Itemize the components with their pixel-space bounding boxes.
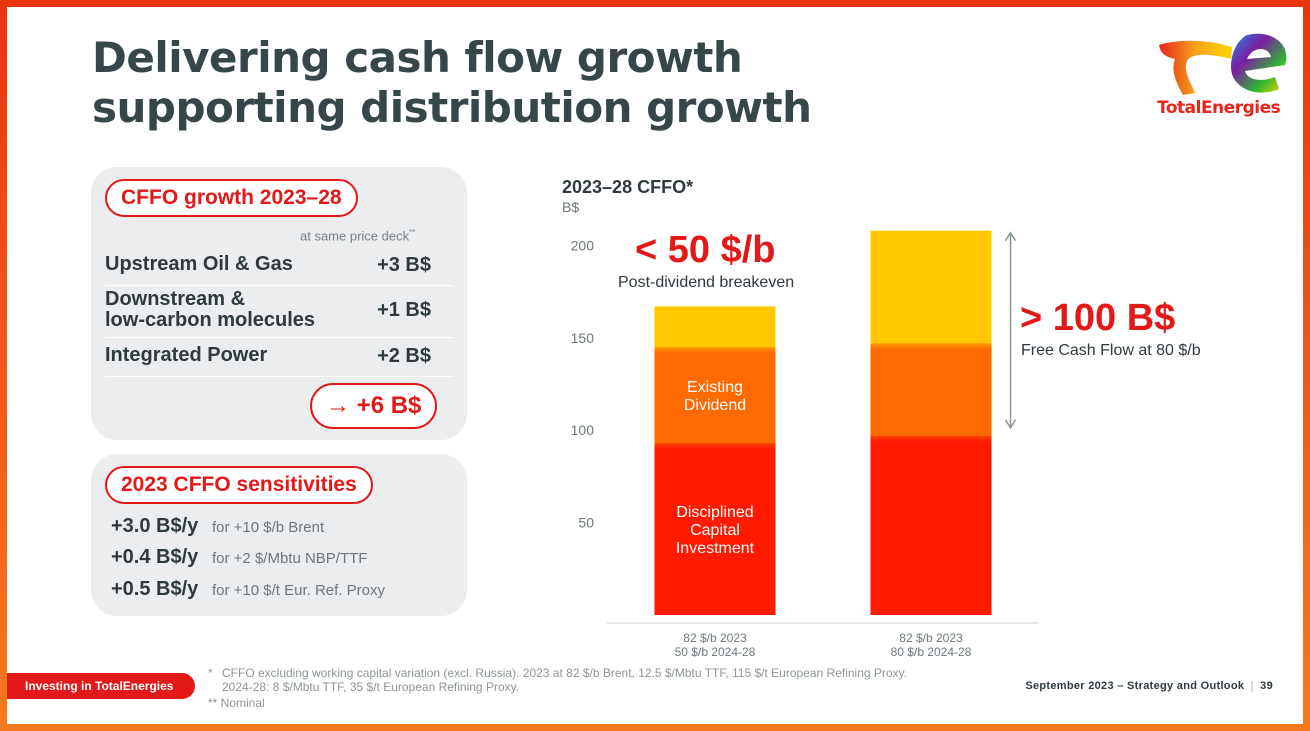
footnote-1-line2: 2024-28: 8 $/Mbtu TTF, 35 $/t European R… (222, 680, 520, 694)
growth-row-label-line2: low-carbon molecules (105, 309, 316, 331)
footnote-1-line1: CFFO excluding working capital variation… (222, 666, 908, 680)
footer-event: September 2023 – Strategy and Outlook | … (1025, 680, 1273, 692)
growth-row-divider (105, 285, 453, 286)
growth-total-value: +6 B$ (356, 392, 422, 419)
x-tick-label: 80 $/b 2024-28 (891, 645, 972, 659)
growth-row-label: Integrated Power (105, 344, 268, 366)
brand-name: TotalEnergies (1157, 98, 1281, 118)
y-tick-label: 100 (571, 422, 595, 438)
footer-separator: | (1250, 680, 1254, 692)
fcf-value: > 100 B$ (1020, 297, 1176, 339)
bar-segment (870, 435, 992, 615)
page-title: Delivering cash flow growth supporting d… (92, 33, 812, 133)
bar-segment (654, 306, 776, 348)
fcf-arrow-head-up (1004, 231, 1017, 242)
cffo-growth-heading-text: CFFO growth 2023–28 (121, 186, 342, 209)
footnote-2: ** Nominal (208, 696, 265, 710)
sensitivity-note: for +10 $/b Brent (212, 519, 325, 536)
segment-label: Existing (687, 379, 743, 396)
segment-label: Investment (676, 540, 755, 557)
chart-title: 2023–28 CFFO* (562, 177, 694, 197)
y-tick-label: 150 (571, 330, 595, 346)
sensitivity-value: +0.5 B$/y (111, 578, 199, 600)
growth-row-label-line1: Downstream & (105, 288, 246, 310)
sensitivities-heading: 2023 CFFO sensitivities (105, 466, 373, 504)
footer-event-text: September 2023 – Strategy and Outlook (1025, 680, 1245, 692)
fcf-arrow-head-down (1004, 419, 1017, 430)
fcf-label: Free Cash Flow at 80 $/b (1021, 342, 1201, 359)
totalenergies-logo (1159, 33, 1287, 95)
growth-row-divider (105, 376, 453, 377)
growth-row-value: +3 B$ (377, 254, 431, 276)
arrow-right-icon: → (326, 392, 350, 419)
bar-segment (654, 347, 776, 444)
breakeven-label: Post-dividend breakeven (618, 274, 795, 291)
growth-total-pill: → +6 B$ (310, 383, 438, 429)
price-deck-note-mark: ** (409, 228, 416, 237)
page-title-line1: Delivering cash flow growth (92, 33, 743, 82)
segment-label: Capital (690, 522, 740, 539)
section-tag: Investing in TotalEnergies (7, 673, 195, 699)
breakeven-value: < 50 $/b (635, 229, 776, 271)
sensitivity-value: +3.0 B$/y (111, 515, 199, 537)
bar-segment (870, 230, 992, 344)
bar-segment (654, 443, 776, 615)
price-deck-note-text: at same price deck (300, 228, 410, 244)
slide: Delivering cash flow growth supporting d… (7, 7, 1303, 724)
sensitivity-note: for +10 $/t Eur. Ref. Proxy (212, 582, 385, 599)
x-tick-label: 82 $/b 2023 (899, 631, 963, 645)
page-title-line2: supporting distribution growth (92, 83, 812, 132)
cffo-growth-heading: CFFO growth 2023–28 (105, 179, 358, 217)
sensitivity-value: +0.4 B$/y (111, 546, 199, 568)
chart-y-unit: B$ (562, 199, 580, 215)
sensitivity-note: for +2 $/Mbtu NBP/TTF (212, 550, 368, 567)
segment-label: Dividend (684, 397, 746, 414)
y-tick-label: 50 (578, 515, 594, 531)
growth-row-label: Downstream & low-carbon molecules (105, 289, 315, 331)
price-deck-note: at same price deck** (300, 228, 415, 243)
x-tick-label: 82 $/b 2023 (683, 631, 747, 645)
growth-row-value: +1 B$ (377, 299, 431, 321)
bar-segment (870, 343, 992, 436)
y-tick-label: 200 (571, 237, 595, 253)
page-number: 39 (1260, 680, 1273, 692)
x-tick-label: 50 $/b 2024-28 (675, 645, 756, 659)
footnote-mark: * (208, 666, 213, 680)
sensitivities-heading-text: 2023 CFFO sensitivities (121, 473, 357, 496)
growth-row-divider (105, 337, 453, 338)
growth-row-value: +2 B$ (377, 345, 431, 367)
growth-row-label: Upstream Oil & Gas (105, 253, 293, 275)
segment-label: Disciplined (676, 504, 753, 521)
